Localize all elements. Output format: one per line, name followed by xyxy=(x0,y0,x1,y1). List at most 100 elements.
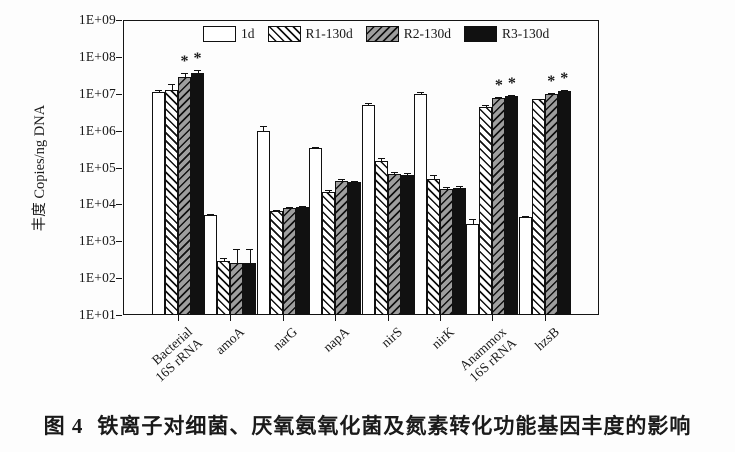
significance-star: * xyxy=(193,49,202,67)
bar xyxy=(282,207,296,315)
error-bar-cap xyxy=(443,186,450,188)
bar xyxy=(348,182,362,315)
error-bar xyxy=(433,175,435,179)
error-bar-cap xyxy=(168,84,175,86)
bar xyxy=(335,181,349,315)
bar xyxy=(557,90,571,315)
error-bar-cap xyxy=(312,146,320,148)
error-bar-cap xyxy=(220,257,228,259)
x-category-label: nirS xyxy=(377,324,405,351)
x-tick-mark xyxy=(178,315,179,321)
significance-star: * xyxy=(494,76,503,94)
y-tick-label: 1E+08 xyxy=(78,48,116,64)
error-bar-cap xyxy=(285,206,293,208)
error-bar-cap xyxy=(417,92,424,94)
error-bar-cap xyxy=(403,173,411,175)
x-tick-mark xyxy=(335,315,337,321)
error-bar-cap xyxy=(325,190,333,192)
error-bar-cap xyxy=(390,172,398,174)
error-bar-cap xyxy=(508,95,516,97)
bar xyxy=(505,96,519,315)
y-tick-label: 1E+05 xyxy=(78,159,116,175)
legend-swatch xyxy=(365,26,399,42)
legend-entry: R3-130d xyxy=(464,26,549,42)
error-bar xyxy=(197,69,199,74)
error-bar xyxy=(472,219,474,224)
error-bar xyxy=(184,73,186,78)
legend-entry: R2-130d xyxy=(365,26,451,42)
figure-number: 图 4 xyxy=(43,414,84,438)
y-tick-mark xyxy=(116,167,122,169)
error-bar-cap xyxy=(521,216,529,218)
bar xyxy=(243,263,257,315)
significance-star: * xyxy=(547,72,556,90)
bar xyxy=(295,206,309,315)
bar xyxy=(387,174,401,315)
error-bar xyxy=(446,186,448,190)
error-bar-cap xyxy=(259,126,267,128)
legend: 1d R1-130d R2-130d R3-130d xyxy=(203,26,549,42)
y-tick-mark xyxy=(116,93,122,95)
error-bar-cap xyxy=(207,214,215,216)
bar xyxy=(374,161,388,315)
significance-star: * xyxy=(560,70,569,88)
y-tick-mark xyxy=(116,20,122,21)
bar xyxy=(492,98,506,315)
error-bar-cap xyxy=(495,96,503,98)
figure-caption-text: 铁离子对细菌、厌氧氨氧化菌及氮素转化功能基因丰度的影响 xyxy=(97,414,692,438)
legend-label: R1-130d xyxy=(305,26,353,41)
error-bar-cap xyxy=(155,90,162,92)
legend-entry: R1-130d xyxy=(267,26,353,42)
error-bar xyxy=(381,158,383,161)
significance-star: * xyxy=(507,75,516,93)
bar xyxy=(204,215,218,315)
y-tick-label: 1E+03 xyxy=(78,233,116,249)
error-bar xyxy=(249,249,251,264)
error-bar-cap xyxy=(272,210,280,212)
error-bar-cap xyxy=(377,158,385,160)
bar xyxy=(178,77,191,315)
error-bar-cap xyxy=(430,175,437,177)
bar xyxy=(152,92,165,315)
y-tick-label: 1E+09 xyxy=(78,12,116,27)
error-bar-cap xyxy=(482,104,490,106)
x-tick-mark xyxy=(544,315,546,321)
bar xyxy=(518,217,532,315)
bar xyxy=(322,192,336,315)
bar xyxy=(466,223,480,315)
x-tick-mark xyxy=(387,315,389,321)
error-bar xyxy=(158,90,160,93)
legend-label: R3-130d xyxy=(502,26,550,41)
y-tick-mark xyxy=(116,56,122,58)
y-tick-label: 1E+04 xyxy=(78,196,116,212)
y-tick-label: 1E+06 xyxy=(78,122,116,138)
legend-swatch xyxy=(464,26,497,42)
bar xyxy=(191,73,204,315)
error-bar-cap xyxy=(547,92,555,94)
bar xyxy=(453,188,466,315)
bar xyxy=(361,104,375,315)
y-tick-mark xyxy=(116,204,122,206)
legend-swatch xyxy=(203,26,236,42)
error-bar xyxy=(171,84,173,90)
bar xyxy=(400,175,414,315)
error-bar xyxy=(223,257,225,261)
y-axis-title: 丰度 Copies/ng DNA xyxy=(32,104,48,232)
bar xyxy=(479,106,493,315)
error-bar xyxy=(236,249,238,264)
error-bar xyxy=(459,186,461,189)
error-bar-cap xyxy=(298,206,306,208)
y-tick-label: 1E+02 xyxy=(78,270,116,286)
y-tick-mark xyxy=(116,241,122,243)
error-bar-cap xyxy=(246,249,254,251)
figure-caption: 图 4 铁离子对细菌、厌氧氨氧化菌及氮素转化功能基因丰度的影响 xyxy=(0,410,735,440)
bar xyxy=(309,148,323,315)
y-tick-label: 1E+01 xyxy=(78,307,116,322)
bar xyxy=(165,89,178,315)
y-tick-mark xyxy=(116,278,122,280)
bar xyxy=(256,130,270,315)
error-bar-cap xyxy=(560,90,568,92)
error-bar-cap xyxy=(469,219,477,221)
legend-entry: 1d xyxy=(203,26,255,42)
